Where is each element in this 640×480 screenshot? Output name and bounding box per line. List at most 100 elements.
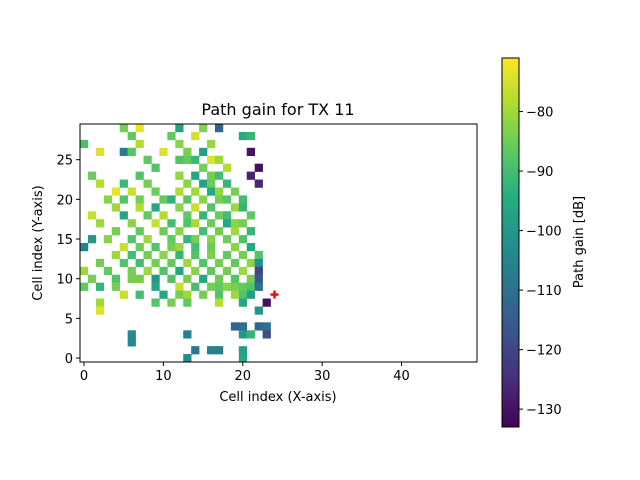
heatmap-cell — [230, 187, 240, 196]
heatmap-cell — [199, 211, 208, 220]
heatmap-cell — [238, 195, 248, 204]
heatmap-cell — [95, 219, 105, 228]
heatmap-cell — [151, 298, 160, 307]
heatmap-cell — [175, 187, 184, 196]
x-tick-label: 0 — [80, 369, 88, 384]
heatmap-cell — [159, 266, 168, 276]
heatmap-cell — [103, 235, 113, 244]
x-axis-label: Cell index (X-axis) — [219, 390, 336, 405]
heatmap-cell — [262, 330, 271, 339]
heatmap-cell — [254, 258, 263, 268]
heatmap-cell — [207, 346, 216, 355]
heatmap-cell — [254, 163, 263, 172]
heatmap-cell — [159, 250, 168, 260]
colorbar-tick-label: −130 — [526, 403, 562, 418]
heatmap-cell — [151, 187, 160, 196]
heatmap-cell — [151, 243, 160, 252]
heatmap-cell — [80, 266, 89, 276]
heatmap-cell — [207, 139, 216, 149]
heatmap-cell — [214, 274, 224, 283]
heatmap-cell — [167, 274, 176, 283]
heatmap-cell — [207, 155, 216, 164]
heatmap-cell — [167, 195, 176, 204]
heatmap-cell — [254, 306, 263, 315]
heatmap-cell — [95, 258, 105, 268]
heatmap-cell — [183, 298, 192, 307]
heatmap-cell — [183, 290, 192, 299]
heatmap-cell — [238, 131, 248, 141]
heatmap-cell — [199, 147, 208, 157]
heatmap-cell — [199, 227, 208, 236]
heatmap-cell — [214, 124, 224, 133]
heatmap-cell — [183, 330, 192, 339]
heatmap-cell — [119, 258, 128, 268]
heatmap-cell — [191, 243, 200, 252]
heatmap-cell — [222, 211, 232, 220]
heatmap-cell — [119, 243, 128, 252]
heatmap-cell — [230, 219, 240, 228]
heatmap-cell — [167, 243, 176, 252]
heatmap-cell — [207, 250, 216, 260]
y-axis-label: Cell index (Y-axis) — [31, 185, 46, 300]
heatmap-cell — [222, 195, 232, 204]
heatmap-cell — [230, 258, 240, 268]
heatmap-cell — [159, 195, 168, 204]
heatmap-cell — [238, 322, 248, 331]
heatmap-cell — [151, 203, 160, 212]
x-tick-label: 20 — [234, 369, 251, 384]
heatmap-cell — [87, 171, 97, 180]
heatmap-cell — [183, 195, 192, 204]
heatmap-cell — [199, 258, 208, 268]
heatmap-cell — [246, 330, 255, 339]
x-tick-label: 10 — [155, 369, 172, 384]
heatmap-cell — [238, 282, 248, 291]
heatmap-cell — [135, 203, 144, 212]
heatmap-cell — [111, 227, 120, 236]
heatmap-cell — [238, 290, 248, 299]
heatmap-cell — [111, 282, 120, 291]
heatmap-cell — [191, 171, 200, 180]
heatmap-cell — [175, 139, 184, 149]
heatmap-cell — [151, 274, 160, 283]
heatmap-cell — [80, 282, 89, 291]
colorbar — [501, 57, 520, 428]
heatmap-cell — [87, 235, 97, 244]
heatmap-cell — [183, 219, 192, 228]
heatmap-cell — [214, 187, 224, 196]
heatmap-cell — [127, 235, 136, 244]
heatmap-cell — [87, 274, 97, 283]
heatmap-cell — [230, 322, 240, 331]
colorbar-tick-label: −110 — [526, 284, 562, 299]
colorbar-tick-label: −90 — [526, 165, 553, 180]
heatmap-cell — [191, 250, 200, 260]
heatmap-cell — [199, 124, 208, 133]
heatmap-cell — [246, 274, 255, 283]
heatmap-cell — [175, 290, 184, 299]
heatmap-cell — [238, 250, 248, 260]
heatmap-cell — [175, 266, 184, 276]
heatmap-cell — [238, 330, 248, 339]
heatmap-cell — [175, 243, 184, 252]
chart-title: Path gain for TX 11 — [201, 100, 354, 119]
heatmap-cell — [135, 124, 144, 133]
heatmap-cell — [207, 179, 216, 188]
heatmap-cell — [111, 274, 120, 283]
heatmap-cell — [199, 179, 208, 188]
heatmap-cell — [80, 139, 89, 149]
heatmap-cell — [127, 131, 136, 141]
heatmap-cell — [246, 211, 255, 220]
heatmap-cell — [175, 250, 184, 260]
heatmap-cell — [167, 235, 176, 244]
heatmap-cell — [214, 290, 224, 299]
heatmap-cell — [111, 203, 120, 212]
heatmap-cell — [143, 155, 152, 164]
heatmap-cell — [222, 266, 232, 276]
heatmap-cell — [119, 211, 128, 220]
colorbar-tick-label: −120 — [526, 344, 562, 359]
heatmap-cell — [103, 266, 113, 276]
heatmap-cell — [246, 243, 255, 252]
heatmap-cell — [222, 163, 232, 172]
heatmap-cell — [199, 274, 208, 283]
heatmap-cell — [183, 274, 192, 283]
heatmap-cell — [167, 131, 176, 141]
